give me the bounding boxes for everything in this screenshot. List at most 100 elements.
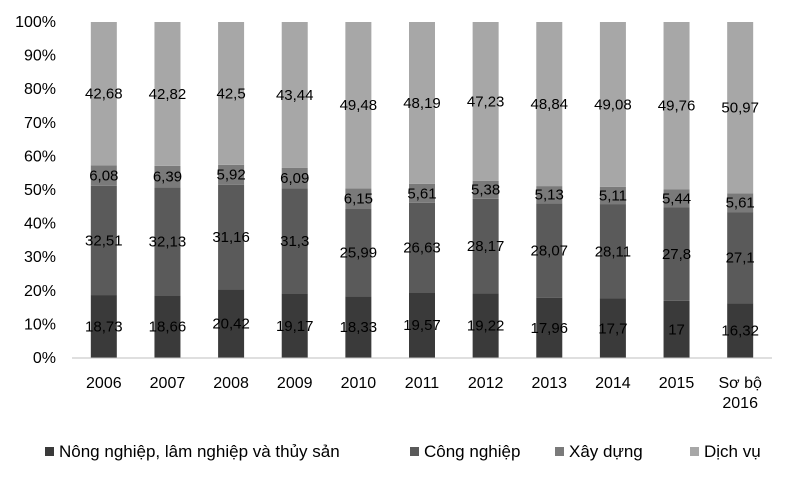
bar-segment xyxy=(90,165,117,186)
y-tick-label: 90% xyxy=(24,48,56,65)
data-label: 16,32 xyxy=(721,323,759,340)
bar-segment xyxy=(218,184,245,290)
data-label: 5,61 xyxy=(407,185,436,202)
legend-swatch xyxy=(45,447,54,456)
bar-segment xyxy=(472,293,499,358)
x-tick-label: 2013 xyxy=(531,375,567,392)
data-label: 42,5 xyxy=(216,85,245,102)
data-label: 5,11 xyxy=(599,187,627,204)
data-label: 49,76 xyxy=(658,98,696,115)
data-label: 27,8 xyxy=(662,246,691,263)
bar-segment xyxy=(599,186,626,205)
data-label: 20,42 xyxy=(212,316,250,333)
y-axis: 0% 10% 20% 30% 40% 50% 60% 70% 80% 90% 100% xyxy=(15,14,56,367)
data-label: 25,99 xyxy=(340,245,378,262)
x-tick-label: 2007 xyxy=(150,375,186,392)
data-label: 32,51 xyxy=(85,232,123,249)
data-label: 6,08 xyxy=(89,168,118,185)
bar-segment xyxy=(345,22,372,189)
data-label: 28,17 xyxy=(467,238,505,255)
data-label: 5,61 xyxy=(726,195,755,212)
data-label: 48,84 xyxy=(530,96,568,113)
bar-segment xyxy=(154,165,181,188)
y-tick-label: 70% xyxy=(24,115,56,132)
bar-segment xyxy=(536,203,563,298)
bar-segment xyxy=(599,22,626,187)
bar-segment xyxy=(727,22,754,194)
data-label: 31,3 xyxy=(280,233,309,250)
bar-segment xyxy=(345,188,372,210)
x-tick-label: 2009 xyxy=(277,375,313,392)
legend-label: Dịch vụ xyxy=(704,442,761,461)
y-tick-label: 50% xyxy=(24,182,56,199)
x-axis: 2006 2007 2008 2009 2010 2011 2012 2013 2014 2015… xyxy=(86,375,762,412)
data-label: 49,48 xyxy=(340,97,378,114)
data-label: 50,97 xyxy=(721,100,759,117)
y-tick-label: 60% xyxy=(24,148,56,165)
bar-segment xyxy=(727,193,754,213)
data-label: 31,16 xyxy=(212,229,250,246)
data-label: 17,7 xyxy=(598,320,627,337)
bar-segment xyxy=(472,180,499,199)
bar-segment xyxy=(281,293,308,358)
bar-segment xyxy=(90,185,117,296)
y-tick-label: 20% xyxy=(24,283,56,300)
data-label: 32,13 xyxy=(149,233,187,250)
data-label: 42,68 xyxy=(85,86,123,103)
bar-segment xyxy=(409,292,435,358)
bar-segment xyxy=(218,22,245,165)
bar-segment xyxy=(345,209,372,297)
bar-segment xyxy=(281,167,308,189)
bar-segment xyxy=(409,202,435,293)
data-label: 26,63 xyxy=(403,240,441,257)
x-tick-label: 2011 xyxy=(405,375,440,392)
bar-segment xyxy=(663,300,690,358)
legend-label: Xây dựng xyxy=(569,442,643,461)
data-label: 5,44 xyxy=(662,190,691,207)
legend-label: Nông nghiệp, lâm nghiệp và thủy sản xyxy=(59,442,340,461)
bar-segment xyxy=(345,296,372,358)
bar-segment xyxy=(90,22,117,166)
bar-segment xyxy=(154,187,181,296)
bar-segment xyxy=(663,22,690,190)
x-tick-label: 2010 xyxy=(341,375,377,392)
data-label: 5,38 xyxy=(471,182,500,199)
x-tick-label: 2008 xyxy=(213,375,249,392)
bar-segment xyxy=(472,198,499,294)
data-label: 6,15 xyxy=(344,191,373,208)
bar-segment xyxy=(472,22,499,181)
data-label: 48,19 xyxy=(403,95,441,112)
y-tick-label: 40% xyxy=(24,216,56,233)
data-label: 17 xyxy=(668,321,685,338)
data-label: 18,66 xyxy=(149,319,187,336)
legend-swatch xyxy=(410,447,419,456)
bar-segment xyxy=(536,22,563,187)
bar-segment xyxy=(281,188,308,294)
data-label: 27,1 xyxy=(726,250,755,267)
data-label: 19,22 xyxy=(467,318,505,335)
bar-segment xyxy=(536,297,563,358)
y-tick-label: 100% xyxy=(15,14,56,31)
x-tick-label: 2012 xyxy=(468,375,504,392)
data-label: 49,08 xyxy=(594,96,632,113)
x-tick-label: 2006 xyxy=(86,375,122,392)
bar-segment xyxy=(154,295,181,358)
y-tick-label: 0% xyxy=(33,350,56,367)
bar-segment xyxy=(663,189,690,208)
data-label: 42,82 xyxy=(149,86,187,103)
data-label: 28,11 xyxy=(595,243,631,260)
bar-segment xyxy=(599,204,626,299)
x-tick-label: 2016 xyxy=(722,395,758,412)
bar-segment xyxy=(218,289,245,358)
y-tick-label: 80% xyxy=(24,81,56,98)
legend-swatch xyxy=(690,447,699,456)
data-label: 6,09 xyxy=(280,170,309,187)
legend: Nông nghiệp, lâm nghiệp và thủy sản Công … xyxy=(45,442,761,461)
x-tick-label: Sơ bộ xyxy=(718,375,762,392)
data-label: 5,92 xyxy=(216,167,245,184)
bar-segment xyxy=(409,22,435,184)
y-tick-label: 10% xyxy=(24,316,56,333)
data-label: 18,33 xyxy=(340,319,378,336)
data-label: 18,73 xyxy=(85,319,123,336)
